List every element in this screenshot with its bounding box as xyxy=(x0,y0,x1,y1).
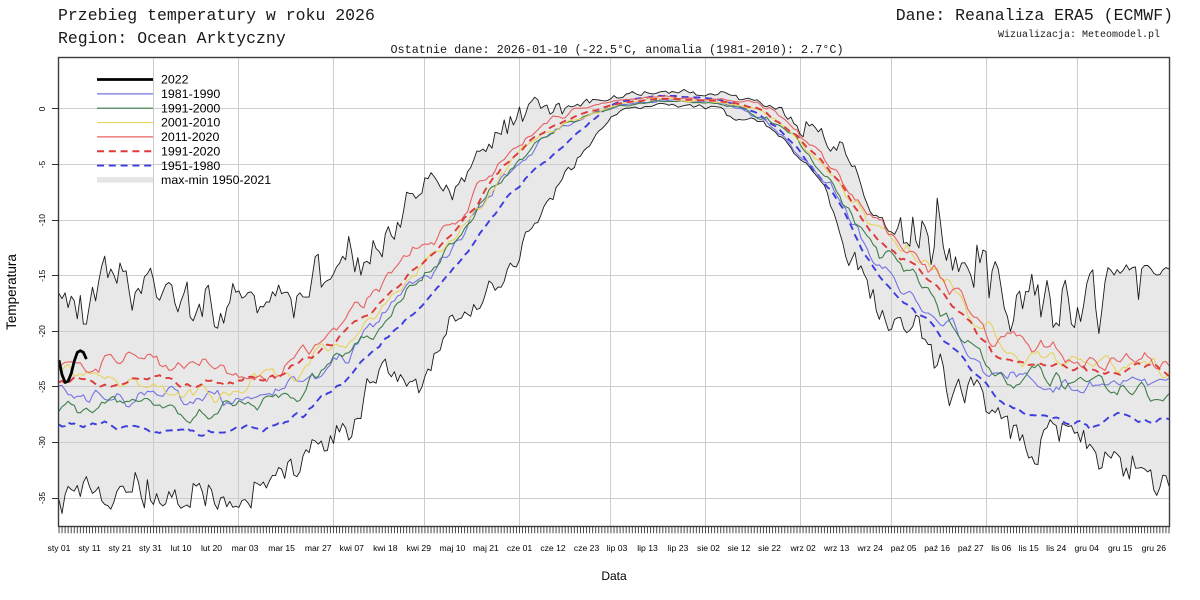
svg-text:paź 05: paź 05 xyxy=(891,543,917,553)
svg-text:Przebieg temperatury w roku 20: Przebieg temperatury w roku 2026 xyxy=(58,6,375,25)
svg-text:lip 23: lip 23 xyxy=(668,543,689,553)
svg-text:lut 20: lut 20 xyxy=(201,543,222,553)
svg-text:Wizualizacja: Meteomodel.pl: Wizualizacja: Meteomodel.pl xyxy=(998,29,1160,41)
svg-text:lip 03: lip 03 xyxy=(607,543,628,553)
svg-text:kwi 18: kwi 18 xyxy=(373,543,398,553)
svg-text:paź 27: paź 27 xyxy=(958,543,984,553)
svg-text:lis 24: lis 24 xyxy=(1046,543,1066,553)
svg-text:gru 04: gru 04 xyxy=(1075,543,1100,553)
svg-text:mar 03: mar 03 xyxy=(232,543,259,553)
svg-text:-30: -30 xyxy=(37,436,47,448)
svg-text:maj 21: maj 21 xyxy=(473,543,499,553)
svg-text:1981-1990: 1981-1990 xyxy=(161,87,220,101)
svg-text:lip 13: lip 13 xyxy=(637,543,658,553)
svg-text:sty 31: sty 31 xyxy=(139,543,162,553)
svg-text:-5: -5 xyxy=(37,161,47,169)
svg-text:1951-1980: 1951-1980 xyxy=(161,159,220,173)
svg-text:sty 01: sty 01 xyxy=(48,543,71,553)
svg-text:-10: -10 xyxy=(37,214,47,226)
svg-text:kwi 07: kwi 07 xyxy=(340,543,365,553)
svg-text:sie 02: sie 02 xyxy=(697,543,720,553)
svg-text:-35: -35 xyxy=(37,492,47,504)
svg-text:lis 15: lis 15 xyxy=(1019,543,1039,553)
svg-text:cze 23: cze 23 xyxy=(574,543,600,553)
svg-text:sty 11: sty 11 xyxy=(78,543,101,553)
svg-text:sie 12: sie 12 xyxy=(728,543,751,553)
svg-text:0: 0 xyxy=(37,106,47,111)
svg-text:sie 22: sie 22 xyxy=(758,543,781,553)
svg-text:wrz 13: wrz 13 xyxy=(823,543,850,553)
svg-text:lut 10: lut 10 xyxy=(170,543,191,553)
svg-text:Data: Data xyxy=(601,569,627,583)
svg-text:-15: -15 xyxy=(37,269,47,281)
svg-text:Temperatura: Temperatura xyxy=(4,254,19,330)
svg-text:gru 26: gru 26 xyxy=(1142,543,1167,553)
svg-text:Dane: Reanaliza ERA5 (ECMWF): Dane: Reanaliza ERA5 (ECMWF) xyxy=(896,6,1173,25)
svg-text:maj 10: maj 10 xyxy=(440,543,466,553)
svg-text:wrz 24: wrz 24 xyxy=(857,543,884,553)
svg-text:sty 21: sty 21 xyxy=(109,543,132,553)
svg-text:2001-2010: 2001-2010 xyxy=(161,116,220,130)
svg-text:Region: Ocean Arktyczny: Region: Ocean Arktyczny xyxy=(58,29,286,48)
svg-text:mar 15: mar 15 xyxy=(268,543,295,553)
svg-text:1991-2000: 1991-2000 xyxy=(161,101,220,115)
svg-text:-20: -20 xyxy=(37,325,47,337)
svg-text:lis 06: lis 06 xyxy=(991,543,1011,553)
svg-text:wrz 02: wrz 02 xyxy=(789,543,816,553)
svg-text:1991-2020: 1991-2020 xyxy=(161,144,220,158)
svg-text:-25: -25 xyxy=(37,381,47,393)
svg-text:cze 12: cze 12 xyxy=(540,543,566,553)
svg-text:kwi 29: kwi 29 xyxy=(407,543,432,553)
svg-text:2022: 2022 xyxy=(161,73,189,87)
svg-text:2011-2020: 2011-2020 xyxy=(161,130,219,144)
svg-text:gru 15: gru 15 xyxy=(1108,543,1133,553)
svg-text:Ostatnie dane: 2026-01-10 (-22: Ostatnie dane: 2026-01-10 (-22.5°C, anom… xyxy=(390,43,843,57)
svg-text:mar 27: mar 27 xyxy=(305,543,332,553)
svg-text:paź 16: paź 16 xyxy=(924,543,950,553)
svg-text:cze 01: cze 01 xyxy=(507,543,533,553)
svg-text:max-min 1950-2021: max-min 1950-2021 xyxy=(161,173,271,187)
